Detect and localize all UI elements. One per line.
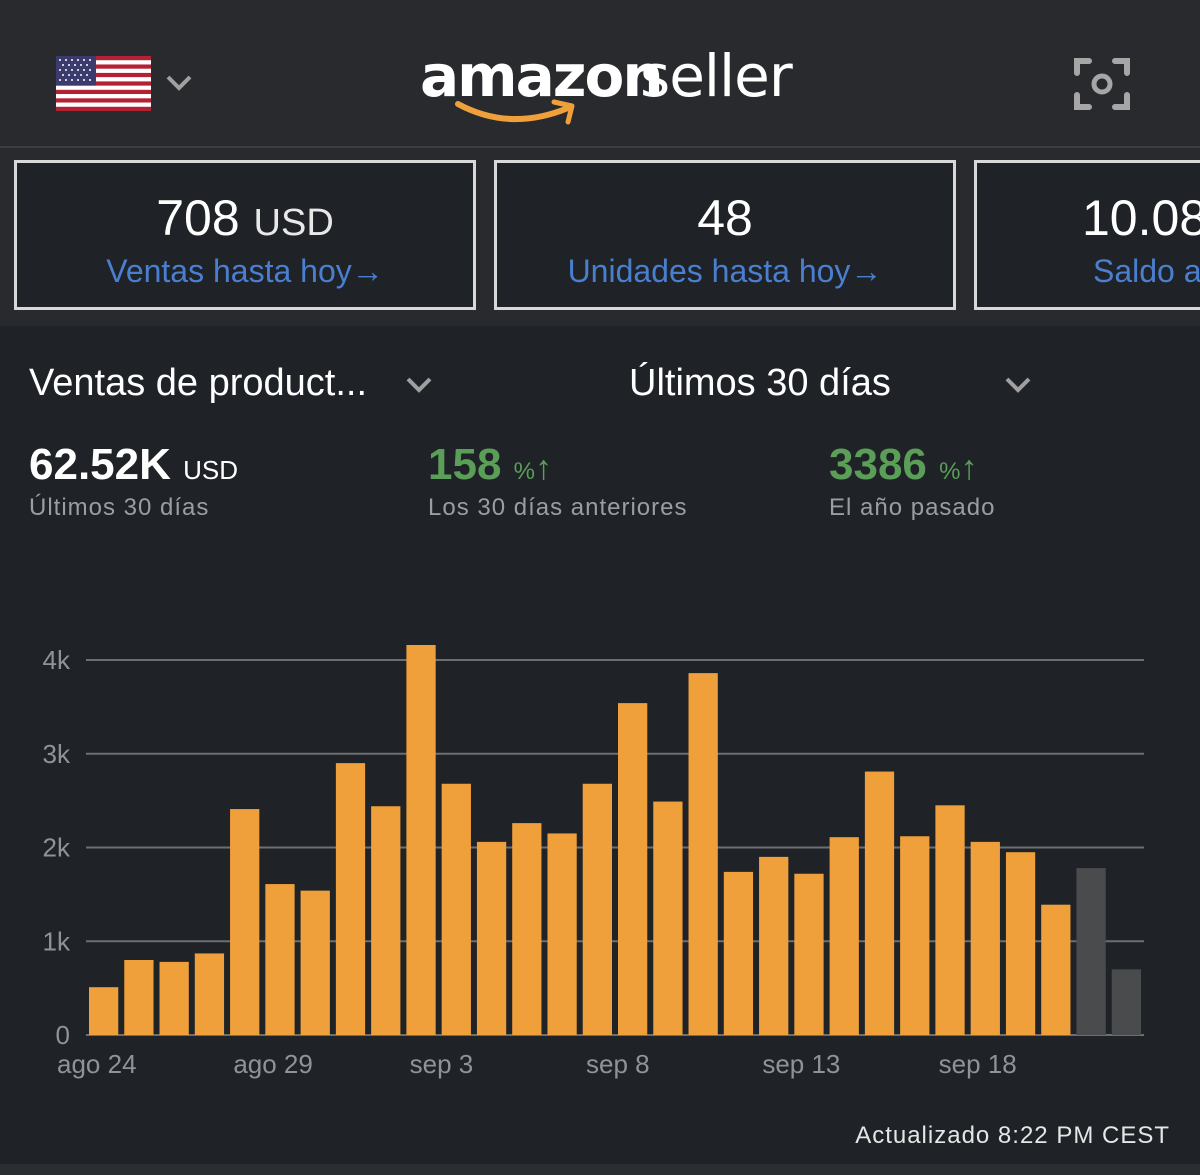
stat-unit: % <box>513 458 535 485</box>
bar[interactable] <box>265 884 295 1035</box>
bar[interactable] <box>1005 852 1036 1035</box>
y-tick-label: 0 <box>56 1020 70 1050</box>
bar[interactable] <box>124 960 154 1035</box>
card-value: 48 <box>497 189 953 247</box>
y-tick-label: 2k <box>43 833 71 863</box>
amazon-seller-logo: amazon seller <box>420 42 793 132</box>
bar[interactable] <box>582 783 612 1035</box>
bar[interactable] <box>829 837 859 1035</box>
stat-total-sales: 62.52K USD Últimos 30 días <box>29 440 238 522</box>
bar[interactable] <box>794 873 824 1035</box>
balance-card[interactable]: 10.08 Saldo a <box>974 160 1200 310</box>
app-header: amazon seller <box>0 0 1200 148</box>
arrow-up-icon: ↑ <box>960 449 978 487</box>
stat-vs-previous-30: 158 %↑ Los 30 días anteriores <box>428 440 687 522</box>
logo-product: seller <box>640 42 793 110</box>
stat-unit: % <box>939 458 961 485</box>
bar[interactable] <box>89 987 119 1035</box>
card-value: 10.08 <box>1082 189 1200 247</box>
bar[interactable] <box>688 673 718 1035</box>
card-value-number: 10.08 <box>1082 190 1200 246</box>
logo-brand: amazon <box>420 42 664 110</box>
bar[interactable] <box>653 801 683 1035</box>
stat-number: 62.52K <box>29 440 171 489</box>
x-tick-label: ago 24 <box>57 1049 137 1079</box>
us-flag-icon[interactable] <box>56 56 151 111</box>
bar[interactable] <box>300 890 330 1035</box>
stat-value: 158 %↑ <box>428 440 687 490</box>
stat-label: Últimos 30 días <box>29 494 210 521</box>
metric-selector[interactable]: Ventas de product... <box>29 362 368 404</box>
card-value-number: 708 <box>156 190 240 246</box>
bar[interactable] <box>970 841 1000 1035</box>
sales-today-link[interactable]: Ventas hasta hoy→ <box>17 253 473 290</box>
chevron-down-icon[interactable] <box>404 374 434 396</box>
bar-projected[interactable] <box>1111 969 1141 1035</box>
bar[interactable] <box>1041 904 1071 1035</box>
sales-today-card[interactable]: 708 USD Ventas hasta hoy→ <box>14 160 476 310</box>
sales-bar-chart: 0 1k 2k 3k 4k ago 24 ago 29 sep 3 sep 8 sep 13 sep… <box>43 645 1144 1079</box>
units-today-link[interactable]: Unidades hasta hoy→ <box>497 253 953 290</box>
x-tick-label: sep 13 <box>762 1049 840 1079</box>
bar[interactable] <box>547 833 577 1035</box>
bar[interactable] <box>512 823 542 1035</box>
summary-cards: 708 USD Ventas hasta hoy→ 48 Unidades ha… <box>0 148 1200 326</box>
stat-value: 3386 %↑ <box>829 440 995 490</box>
stat-value: 62.52K USD <box>29 440 238 490</box>
arrow-up-icon: ↑ <box>535 449 552 487</box>
date-range-selector[interactable]: Últimos 30 días <box>629 362 891 404</box>
card-label: Ventas hasta hoy <box>106 253 352 289</box>
bar[interactable] <box>335 763 366 1035</box>
card-label: Saldo a <box>1093 253 1200 289</box>
bar[interactable] <box>935 805 965 1035</box>
bar[interactable] <box>864 771 895 1035</box>
y-tick-label: 1k <box>43 926 71 956</box>
bar[interactable] <box>900 836 930 1035</box>
amazon-smile-icon <box>455 99 575 125</box>
stat-label: El año pasado <box>829 494 996 521</box>
stat-number: 158 <box>428 440 502 489</box>
balance-link[interactable]: Saldo a <box>1093 253 1200 290</box>
stat-label: Los 30 días anteriores <box>428 494 688 521</box>
card-value-number: 48 <box>697 190 753 246</box>
stat-vs-last-year: 3386 %↑ El año pasado <box>829 440 995 522</box>
stat-unit: USD <box>183 455 239 485</box>
chevron-down-icon[interactable] <box>164 70 194 94</box>
y-tick-label: 3k <box>43 739 71 769</box>
bar[interactable] <box>476 841 507 1035</box>
bar[interactable] <box>194 953 225 1035</box>
units-today-card[interactable]: 48 Unidades hasta hoy→ <box>494 160 956 310</box>
bar[interactable] <box>371 806 401 1035</box>
card-value-unit: USD <box>253 202 334 244</box>
bar-projected[interactable] <box>1076 868 1106 1035</box>
y-tick-label: 4k <box>43 645 71 675</box>
bar[interactable] <box>723 871 754 1035</box>
camera-scan-icon[interactable] <box>1073 55 1131 113</box>
bar[interactable] <box>759 856 789 1035</box>
chart-selectors: Ventas de product... Últimos 30 días <box>0 340 1200 430</box>
sales-chart: 0 1k 2k 3k 4k ago 24 ago 29 sep 3 sep 8 sep 13 sep… <box>0 630 1200 1090</box>
bar[interactable] <box>406 645 436 1035</box>
x-tick-label: sep 8 <box>586 1049 650 1079</box>
last-updated-text: Actualizado 8:22 PM CEST <box>855 1122 1170 1149</box>
bar[interactable] <box>159 961 189 1035</box>
chevron-down-icon[interactable] <box>1003 374 1033 396</box>
bar[interactable] <box>441 783 471 1035</box>
arrow-right-icon: → <box>351 253 384 289</box>
bar[interactable] <box>618 703 648 1035</box>
bar[interactable] <box>230 809 260 1035</box>
card-value: 708 USD <box>17 189 473 247</box>
card-label: Unidades hasta hoy <box>567 253 851 289</box>
x-tick-label: ago 29 <box>233 1049 313 1079</box>
bottom-divider <box>0 1164 1200 1175</box>
arrow-right-icon: → <box>850 253 883 289</box>
x-tick-label: sep 18 <box>939 1049 1017 1079</box>
x-tick-label: sep 3 <box>410 1049 474 1079</box>
stat-number: 3386 <box>829 440 927 489</box>
